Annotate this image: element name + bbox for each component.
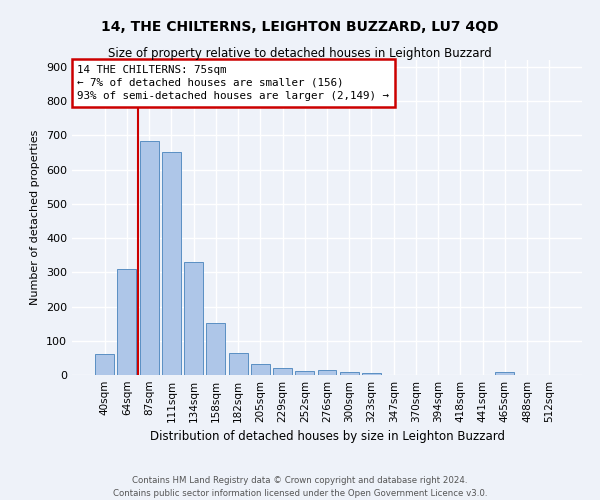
Y-axis label: Number of detached properties: Number of detached properties [31, 130, 40, 305]
Bar [118, 269, 136, 375]
Bar [340, 372, 359, 375]
Bar [95, 354, 114, 375]
Bar [251, 364, 270, 375]
Text: 14, THE CHILTERNS, LEIGHTON BUZZARD, LU7 4QD: 14, THE CHILTERNS, LEIGHTON BUZZARD, LU7… [101, 20, 499, 34]
Bar [295, 370, 314, 375]
Text: Contains HM Land Registry data © Crown copyright and database right 2024.
Contai: Contains HM Land Registry data © Crown c… [113, 476, 487, 498]
Text: 14 THE CHILTERNS: 75sqm
← 7% of detached houses are smaller (156)
93% of semi-de: 14 THE CHILTERNS: 75sqm ← 7% of detached… [77, 64, 389, 101]
Bar [362, 373, 381, 375]
Bar [184, 262, 203, 375]
Bar [229, 354, 248, 375]
Bar [206, 323, 225, 375]
Bar [496, 372, 514, 375]
Text: Size of property relative to detached houses in Leighton Buzzard: Size of property relative to detached ho… [108, 48, 492, 60]
Bar [162, 152, 181, 375]
Bar [273, 368, 292, 375]
X-axis label: Distribution of detached houses by size in Leighton Buzzard: Distribution of detached houses by size … [149, 430, 505, 444]
Bar [140, 142, 158, 375]
Bar [317, 370, 337, 375]
